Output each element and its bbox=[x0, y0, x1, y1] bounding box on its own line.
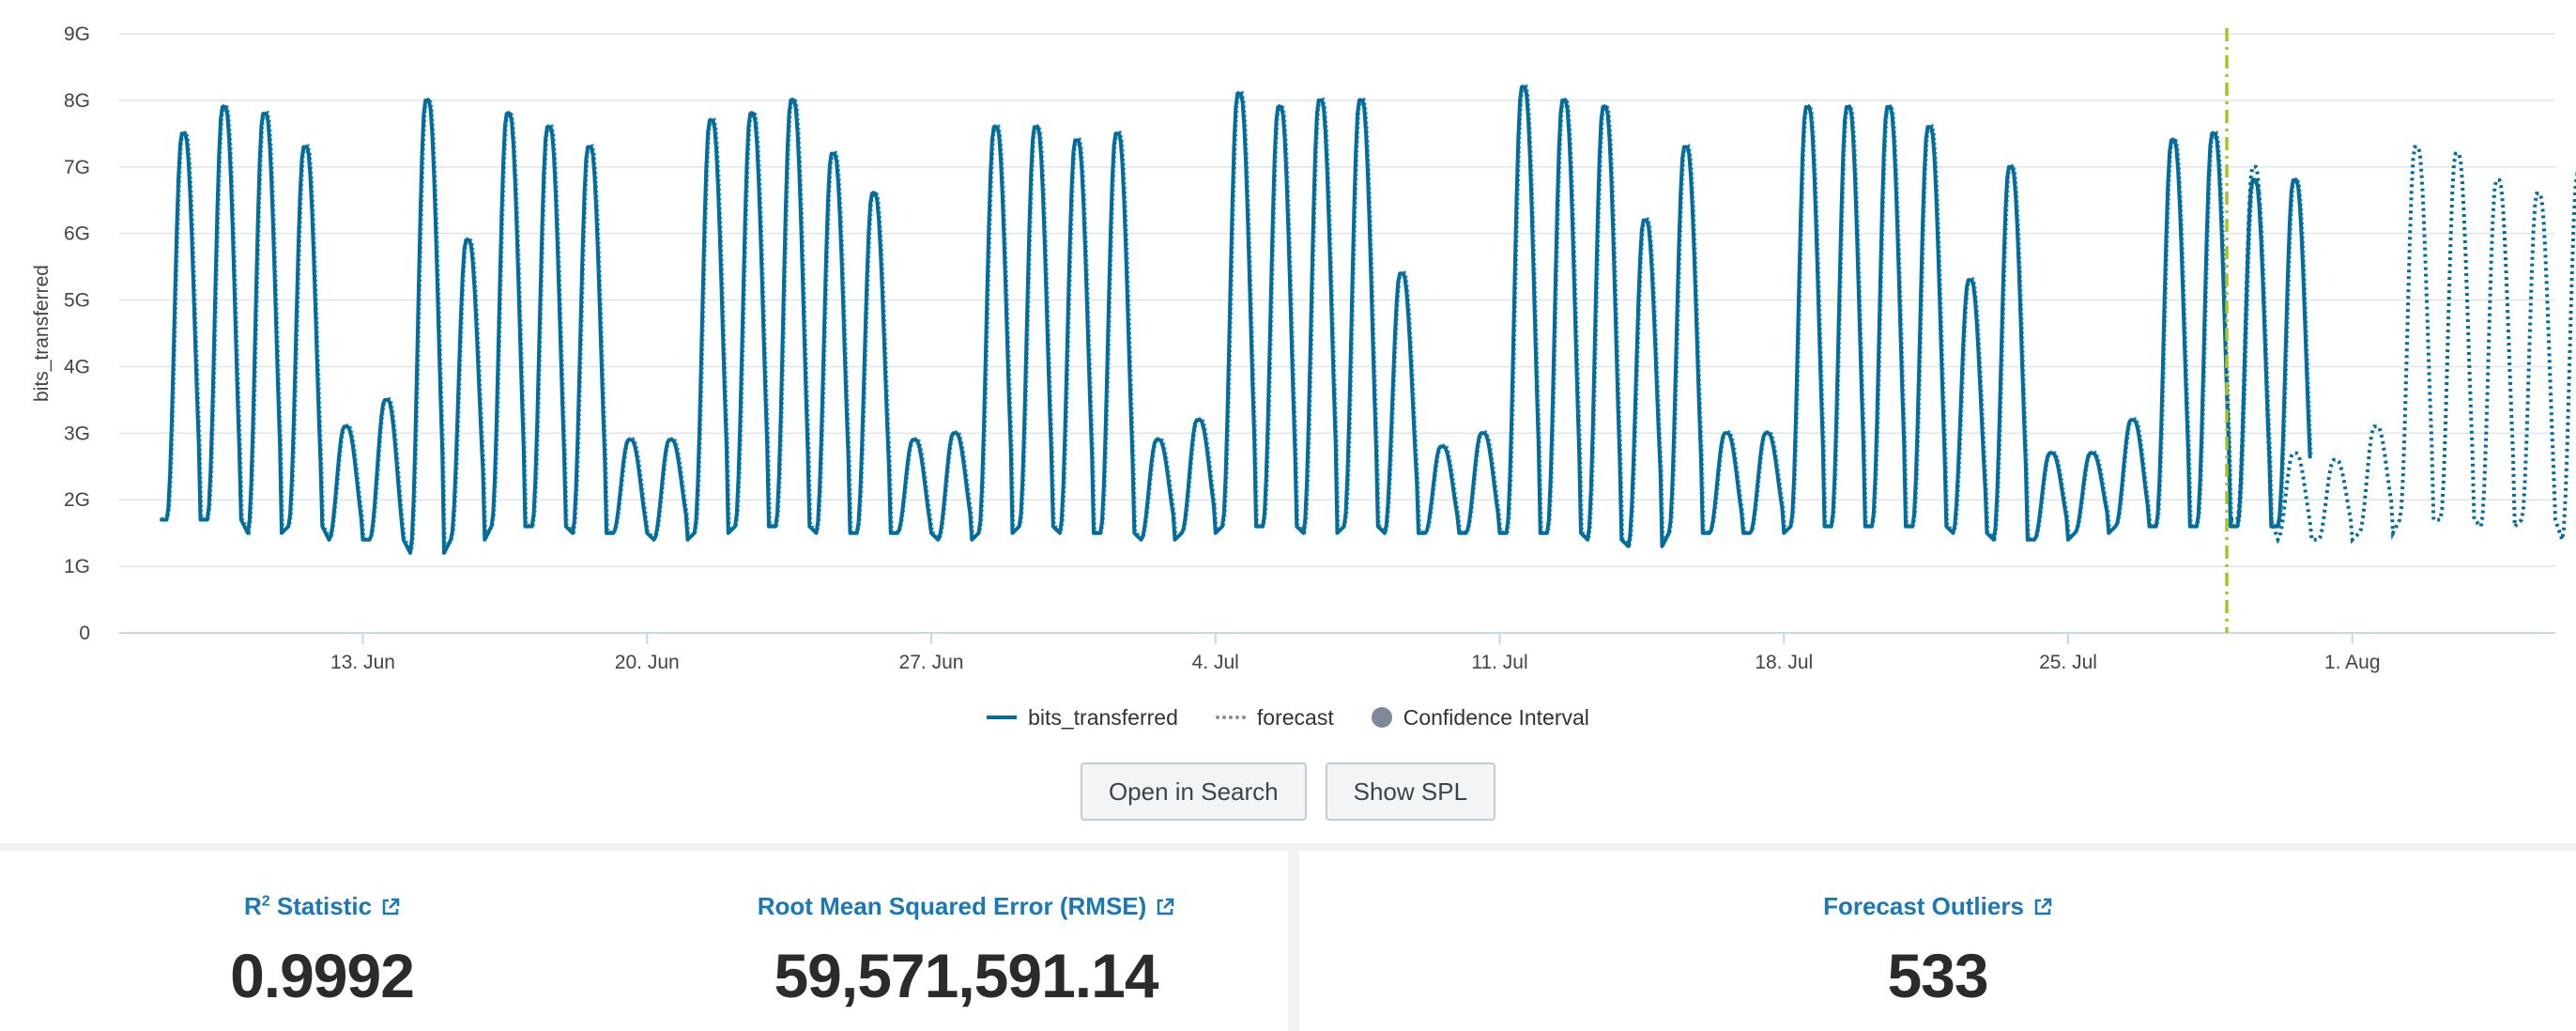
y-tick-label: 7G bbox=[64, 157, 90, 178]
external-link-icon bbox=[1158, 898, 1174, 915]
y-tick-label: 3G bbox=[64, 423, 90, 444]
x-tick-label: 13. Jun bbox=[330, 652, 395, 673]
x-tick-label: 4. Jul bbox=[1192, 652, 1239, 673]
outliers-label: Forecast Outliers bbox=[1823, 892, 2024, 920]
forecast-outliers-link[interactable]: Forecast Outliers bbox=[1823, 892, 2052, 921]
y-tick-label: 2G bbox=[64, 489, 90, 511]
bits-transferred-line bbox=[160, 85, 2312, 555]
y-tick-label: 5G bbox=[64, 290, 90, 312]
legend-item-series[interactable]: bits_transferred bbox=[987, 705, 1178, 731]
rmse-link[interactable]: Root Mean Squared Error (RMSE) bbox=[758, 892, 1175, 921]
chart-panel: 0 1G 2G 3G 4G 5G 6G 7G 8G 9G bits_transferred 13. J… bbox=[0, 0, 2576, 843]
x-tick-label: 18. Jul bbox=[1755, 652, 1813, 673]
y-tick-label: 6G bbox=[64, 223, 90, 245]
legend-swatch-circle bbox=[1371, 707, 1392, 728]
y-axis-label: bits_transferred bbox=[31, 265, 53, 402]
outliers-value: 533 bbox=[1887, 941, 1988, 1010]
forecast-line bbox=[2231, 145, 2576, 545]
x-tick-label: 11. Jul bbox=[1471, 652, 1527, 673]
stat-outliers: Forecast Outliers 533 bbox=[1299, 851, 2576, 1031]
stat-rmse: Root Mean Squared Error (RMSE) 59,571,59… bbox=[644, 851, 1288, 1031]
legend-label-series: bits_transferred bbox=[1028, 704, 1178, 730]
stat-r2: R2 Statistic 0.9992 bbox=[0, 851, 644, 1031]
rmse-value: 59,571,591.14 bbox=[774, 941, 1158, 1010]
stats-area: R2 Statistic 0.9992 Root Mean Squared Er… bbox=[0, 851, 2576, 1031]
rmse-label: Root Mean Squared Error (RMSE) bbox=[757, 892, 1147, 920]
y-tick-label: 1G bbox=[64, 556, 90, 577]
r2-value: 0.9992 bbox=[230, 941, 415, 1010]
forecast-chart: 0 1G 2G 3G 4G 5G 6G 7G 8G 9G bits_transferred 13. J… bbox=[31, 23, 2576, 673]
x-tick-label: 25. Jul bbox=[2039, 652, 2097, 673]
action-buttons: Open in Search Show SPL bbox=[0, 762, 2576, 823]
x-tick-label: 27. Jun bbox=[899, 652, 964, 673]
external-link-icon bbox=[382, 898, 400, 915]
legend-swatch-solid bbox=[987, 716, 1018, 719]
x-tick-label: 20. Jun bbox=[615, 652, 680, 673]
stats-panel-right: Forecast Outliers 533 bbox=[1299, 851, 2576, 1031]
show-spl-button[interactable]: Show SPL bbox=[1325, 762, 1496, 821]
r2-statistic-link[interactable]: R2 Statistic bbox=[244, 892, 400, 921]
chart-legend: bits_transferred forecast Confidence Int… bbox=[0, 699, 2576, 736]
x-tick-label: 1. Aug bbox=[2324, 652, 2381, 673]
legend-item-forecast[interactable]: forecast bbox=[1215, 704, 1334, 731]
y-tick-label: 9G bbox=[64, 23, 90, 45]
y-tick-label: 8G bbox=[64, 90, 90, 112]
stats-panel-left: R2 Statistic 0.9992 Root Mean Squared Er… bbox=[0, 851, 1288, 1031]
legend-label-ci: Confidence Interval bbox=[1403, 704, 1589, 730]
legend-swatch-dotted bbox=[1215, 716, 1246, 719]
r2-label: R2 Statistic bbox=[243, 892, 373, 920]
y-tick-label: 0 bbox=[79, 623, 90, 644]
legend-label-forecast: forecast bbox=[1256, 704, 1334, 730]
open-in-search-button[interactable]: Open in Search bbox=[1080, 762, 1307, 821]
y-tick-label: 4G bbox=[64, 356, 90, 377]
external-link-icon bbox=[2034, 898, 2052, 915]
legend-item-ci[interactable]: Confidence Interval bbox=[1371, 704, 1589, 731]
